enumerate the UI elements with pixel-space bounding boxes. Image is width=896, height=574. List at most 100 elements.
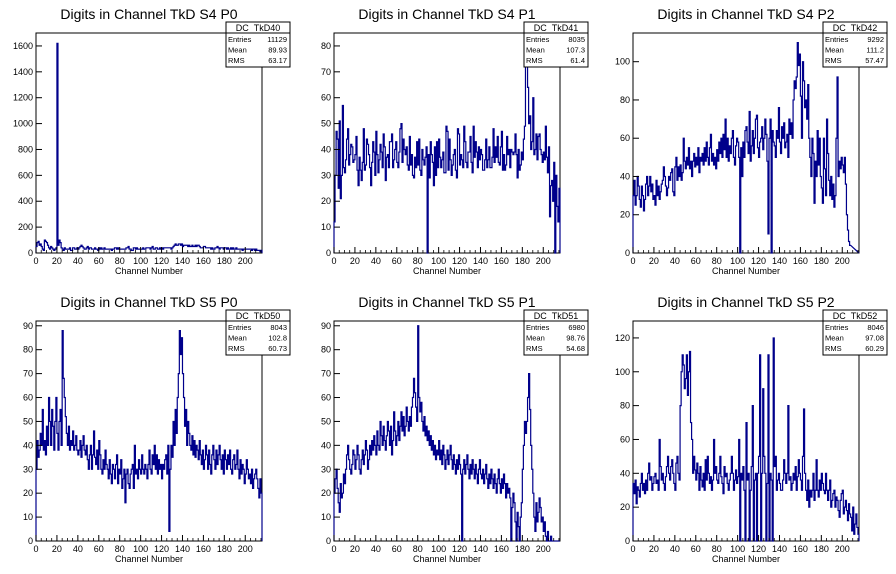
y-tick-label: 90 [23,321,33,331]
stats-box [523,309,589,356]
stats-box [523,21,589,68]
x-tick-label: 40 [371,256,381,266]
y-tick-label: 20 [23,488,33,498]
y-tick-label: 800 [18,144,33,154]
y-tick-label: 80 [23,345,33,355]
x-tick-label: 200 [835,256,850,266]
stats-name: DC_TkD50 [236,311,281,321]
x-tick-label: 80 [413,256,423,266]
stats-value-entries: 9292 [867,35,884,44]
stats-value-entries: 8035 [568,35,585,44]
x-tick-label: 200 [835,544,850,554]
x-axis-label: Channel Number [712,554,780,564]
x-axis-label: Channel Number [115,554,183,564]
x-tick-label: 160 [793,256,808,266]
stats-label-entries: Entries [825,323,849,332]
stats-label-mean: Mean [825,334,844,343]
x-tick-label: 180 [217,256,232,266]
y-tick-label: 1600 [13,41,33,51]
x-tick-label: 0 [331,544,336,554]
stats-value-mean: 107.3 [566,46,585,55]
x-tick-label: 0 [33,544,38,554]
histogram-panel: Digits in Channel TkD S5 P10 20 40 60 80 100 1… [321,294,589,564]
stats-label-rms: RMS [228,344,245,353]
x-tick-label: 100 [730,256,745,266]
stats-label-mean: Mean [526,334,545,343]
y-tick-label: 40 [321,144,331,154]
y-tick-label: 0 [625,536,630,546]
y-tick-label: 1400 [13,67,33,77]
y-tick-label: 20 [620,210,630,220]
x-tick-label: 100 [431,544,446,554]
stats-label-mean: Mean [228,334,247,343]
y-tick-label: 0 [326,248,331,258]
y-tick-label: 60 [620,133,630,143]
y-tick-label: 90 [321,321,331,331]
stats-box [225,21,291,68]
y-tick-label: 1000 [13,119,33,129]
x-tick-label: 40 [73,544,83,554]
stats-name: DC_TkD42 [833,23,878,33]
histogram-panel: Digits in Channel TkD S4 P2 0 20 40 60 80 100 1… [615,6,888,276]
histogram-series [333,45,561,254]
stats-name: DC_TkD52 [833,311,878,321]
plot-frame [333,32,561,254]
stats-value-rms: 60.73 [268,344,287,353]
histogram-panel: Digits in Channel TkD S5 P00 20 40 60 80 100 1… [23,294,291,564]
stats-value-mean: 98.76 [566,334,585,343]
stats-box [225,309,291,356]
x-axis-label: Channel Number [413,554,481,564]
y-tick-label: 60 [620,434,630,444]
x-tick-label: 80 [413,544,423,554]
y-tick-label: 50 [321,416,331,426]
x-tick-label: 200 [238,544,253,554]
y-tick-label: 0 [28,248,33,258]
plot-frame [333,320,561,542]
y-tick-label: 10 [321,222,331,232]
x-tick-label: 120 [751,256,766,266]
x-tick-label: 60 [392,544,402,554]
x-tick-label: 180 [814,544,829,554]
y-tick-label: 0 [28,536,33,546]
y-tick-label: 120 [615,333,630,343]
stats-value-mean: 111.2 [866,46,884,55]
x-tick-label: 160 [196,256,211,266]
x-tick-label: 0 [33,256,38,266]
x-tick-label: 160 [494,256,509,266]
y-tick-label: 30 [321,170,331,180]
x-tick-label: 60 [691,256,701,266]
stats-label-mean: Mean [825,46,844,55]
x-tick-label: 180 [814,256,829,266]
x-tick-label: 160 [196,544,211,554]
x-tick-label: 40 [670,544,680,554]
x-tick-label: 20 [350,256,360,266]
x-tick-label: 40 [670,256,680,266]
x-tick-label: 180 [515,544,530,554]
x-tick-label: 140 [175,544,190,554]
stats-name: DC_TkD51 [534,311,579,321]
x-tick-label: 200 [536,544,551,554]
x-tick-label: 0 [630,544,635,554]
x-tick-label: 140 [473,544,488,554]
y-tick-label: 50 [23,416,33,426]
x-tick-label: 20 [52,256,62,266]
stats-value-rms: 57.47 [865,56,884,65]
y-tick-label: 70 [321,67,331,77]
stats-value-entries: 8046 [867,323,884,332]
x-tick-label: 180 [515,256,530,266]
x-tick-label: 0 [630,256,635,266]
chart-title: Digits in Channel TkD S4 P1 [358,6,535,22]
chart-title: Digits in Channel TkD S4 P0 [60,6,237,22]
x-axis-label: Channel Number [712,266,780,276]
stats-label-rms: RMS [825,344,842,353]
stats-label-entries: Entries [526,35,550,44]
stats-label-entries: Entries [228,323,252,332]
y-tick-label: 40 [23,440,33,450]
x-tick-label: 100 [730,544,745,554]
x-tick-label: 20 [649,544,659,554]
y-tick-label: 10 [321,512,331,522]
x-tick-label: 180 [217,544,232,554]
stats-label-mean: Mean [228,46,247,55]
y-tick-label: 70 [321,369,331,379]
